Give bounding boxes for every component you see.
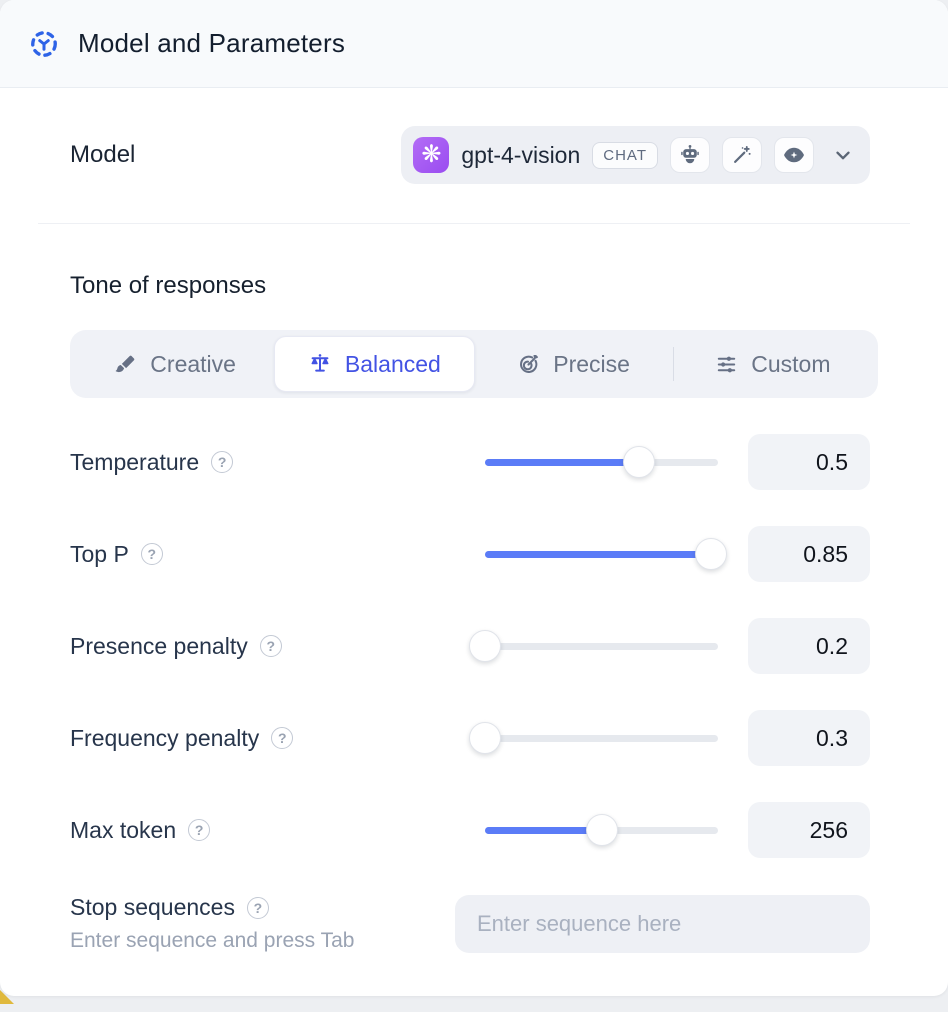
top-p-label: Top P	[70, 540, 129, 567]
tone-option-balanced[interactable]: Balanced	[274, 336, 475, 392]
stop-sequence-input[interactable]	[455, 894, 870, 953]
tone-option-creative[interactable]: Creative	[76, 336, 274, 392]
section-divider	[38, 223, 910, 224]
presence-penalty-value[interactable]: 0.2	[748, 618, 870, 674]
tone-option-label: Precise	[553, 350, 630, 377]
top-p-row: Top P ? 0.85	[70, 526, 870, 582]
presence-penalty-row: Presence penalty ? 0.2	[70, 618, 870, 674]
help-icon[interactable]: ?	[188, 819, 211, 841]
slider-thumb[interactable]	[469, 722, 501, 754]
slider-fill	[485, 458, 639, 466]
tone-heading: Tone of responses	[70, 272, 267, 299]
temperature-slider[interactable]	[485, 446, 718, 478]
frequency-penalty-slider[interactable]	[469, 722, 718, 754]
top-p-value[interactable]: 0.85	[748, 526, 870, 582]
slider-fill	[485, 550, 711, 558]
panel-title: Model and Parameters	[78, 28, 346, 58]
slider-thumb[interactable]	[469, 630, 501, 662]
slider-thumb[interactable]	[585, 814, 618, 846]
panel-header: Model and Parameters	[0, 0, 948, 88]
selected-model-name: gpt-4-vision	[461, 141, 581, 168]
frequency-penalty-value[interactable]: 0.3	[748, 710, 870, 766]
slider-thumb[interactable]	[622, 446, 655, 478]
max-token-label: Max token	[70, 816, 177, 843]
balance-scale-icon	[308, 352, 332, 376]
slider-track[interactable]	[485, 642, 718, 650]
frequency-penalty-label: Frequency penalty	[70, 724, 260, 751]
tone-option-label: Custom	[751, 350, 831, 377]
paintbrush-icon	[114, 353, 137, 376]
vision-eye-icon	[774, 137, 814, 173]
help-icon[interactable]: ?	[140, 543, 163, 565]
robot-icon	[670, 137, 710, 173]
target-icon	[517, 353, 540, 376]
chevron-down-icon[interactable]	[832, 144, 854, 166]
model-hub-icon	[28, 28, 60, 60]
max-token-value[interactable]: 256	[748, 802, 870, 858]
presence-penalty-slider[interactable]	[469, 630, 718, 662]
slider-track[interactable]	[485, 734, 718, 742]
stop-sequences-row: Stop sequences ? Enter sequence and pres…	[70, 894, 870, 953]
magic-wand-icon	[722, 137, 762, 173]
slider-thumb[interactable]	[695, 538, 727, 570]
tone-segmented-control: Creative Balanced	[70, 330, 878, 398]
openai-logo: ❋	[413, 137, 450, 173]
temperature-value[interactable]: 0.5	[748, 434, 870, 490]
frequency-penalty-row: Frequency penalty ? 0.3	[70, 710, 870, 766]
presence-penalty-label: Presence penalty	[70, 632, 248, 659]
model-select[interactable]: ❋ gpt-4-vision CHAT	[401, 126, 870, 184]
stop-sequences-label: Stop sequences	[70, 894, 235, 920]
tone-option-custom[interactable]: Custom	[674, 336, 872, 392]
stop-sequences-hint: Enter sequence and press Tab	[70, 929, 355, 952]
tone-option-label: Balanced	[344, 350, 441, 377]
tone-option-precise[interactable]: Precise	[475, 336, 673, 392]
segment-divider	[672, 347, 674, 381]
model-type-badge: CHAT	[592, 141, 658, 169]
max-token-row: Max token ? 256	[70, 802, 870, 858]
slider-fill	[485, 826, 602, 834]
tone-option-label: Creative	[150, 350, 236, 377]
help-icon[interactable]: ?	[211, 451, 234, 473]
temperature-label: Temperature	[70, 448, 200, 475]
help-icon[interactable]: ?	[246, 896, 269, 919]
help-icon[interactable]: ?	[271, 727, 294, 749]
model-label: Model	[70, 141, 136, 168]
temperature-row: Temperature ? 0.5	[70, 434, 870, 490]
model-row: Model ❋ gpt-4-vision CHAT	[70, 126, 870, 184]
sliders-icon	[715, 353, 738, 376]
help-icon[interactable]: ?	[259, 635, 282, 657]
max-token-slider[interactable]	[485, 814, 718, 846]
top-p-slider[interactable]	[485, 538, 727, 570]
